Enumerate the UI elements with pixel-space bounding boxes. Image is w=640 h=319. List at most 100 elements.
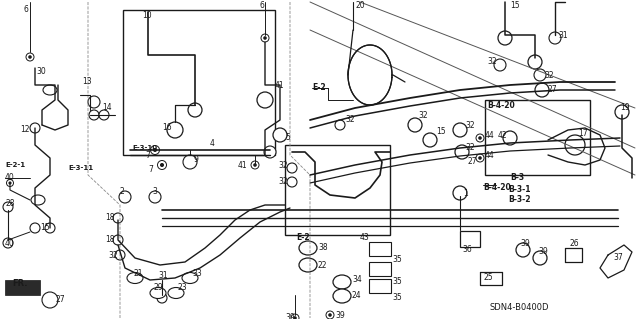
Bar [285, 145, 390, 235]
Circle shape [565, 135, 585, 155]
Text: 24: 24 [352, 291, 362, 300]
Circle shape [3, 238, 13, 248]
Text: 18: 18 [105, 235, 115, 244]
Text: 44: 44 [485, 130, 495, 139]
Text: 7: 7 [145, 151, 150, 160]
Text: E-2: E-2 [296, 233, 310, 241]
Text: 28: 28 [5, 198, 15, 207]
Text: 32: 32 [345, 115, 355, 124]
Polygon shape [5, 280, 40, 295]
Ellipse shape [150, 287, 166, 299]
Text: 6: 6 [260, 1, 265, 10]
Text: 29: 29 [153, 284, 163, 293]
Text: B-4-20: B-4-20 [487, 100, 515, 109]
Text: 20: 20 [356, 1, 365, 10]
Text: 2: 2 [120, 188, 125, 197]
Bar [369, 279, 391, 293]
Text: 1: 1 [463, 189, 468, 197]
Circle shape [160, 163, 164, 167]
Text: 35: 35 [392, 277, 402, 286]
Circle shape [150, 145, 159, 154]
Text: 32: 32 [465, 121, 475, 130]
Text: 32: 32 [544, 70, 554, 79]
Text: 27: 27 [468, 158, 477, 167]
Text: 7: 7 [148, 166, 153, 174]
Text: 39: 39 [520, 240, 530, 249]
Circle shape [157, 160, 166, 169]
Text: 32: 32 [278, 177, 287, 187]
Circle shape [42, 292, 58, 308]
Text: 32: 32 [465, 144, 475, 152]
Circle shape [328, 313, 332, 317]
Circle shape [153, 148, 157, 152]
Circle shape [263, 36, 267, 40]
Text: 14: 14 [102, 103, 111, 113]
Text: 39: 39 [335, 310, 345, 319]
Text: 42: 42 [498, 130, 508, 139]
Circle shape [549, 32, 561, 44]
Text: 15: 15 [436, 128, 445, 137]
Circle shape [423, 133, 437, 147]
Circle shape [26, 53, 34, 61]
Text: 17: 17 [578, 129, 588, 137]
Bar [369, 262, 391, 276]
Text: 41: 41 [238, 160, 248, 169]
Text: 26: 26 [570, 240, 580, 249]
Text: 39: 39 [538, 248, 548, 256]
Bar [485, 100, 590, 175]
Circle shape [476, 154, 484, 162]
Text: 15: 15 [510, 1, 520, 10]
Text: 13: 13 [82, 78, 92, 86]
Circle shape [261, 34, 269, 42]
Ellipse shape [168, 287, 184, 299]
Text: 22: 22 [318, 261, 328, 270]
Circle shape [533, 251, 547, 265]
Circle shape [534, 69, 546, 81]
Circle shape [119, 191, 131, 203]
Circle shape [113, 235, 123, 245]
Text: B-3-1: B-3-1 [508, 186, 531, 195]
Circle shape [478, 136, 482, 140]
Circle shape [494, 59, 506, 71]
Ellipse shape [43, 85, 57, 95]
Text: 33: 33 [192, 269, 202, 278]
Text: 35: 35 [392, 256, 402, 264]
Text: 32: 32 [418, 110, 428, 120]
Text: 16: 16 [162, 122, 172, 131]
Circle shape [30, 123, 40, 133]
Text: 27: 27 [548, 85, 557, 94]
Circle shape [115, 250, 125, 260]
Text: 12: 12 [20, 125, 29, 135]
Circle shape [45, 223, 55, 233]
Circle shape [253, 163, 257, 167]
Text: 44: 44 [485, 151, 495, 160]
Circle shape [615, 105, 629, 119]
Text: 31: 31 [558, 31, 568, 40]
Circle shape [6, 180, 13, 187]
Bar [460, 231, 480, 247]
Text: FR.: FR. [12, 278, 28, 287]
Ellipse shape [333, 275, 351, 289]
Circle shape [516, 243, 530, 257]
Circle shape [326, 311, 334, 319]
Text: 5: 5 [285, 133, 290, 143]
Text: 18: 18 [105, 213, 115, 222]
Circle shape [478, 156, 482, 160]
Circle shape [30, 223, 40, 233]
Ellipse shape [333, 289, 351, 303]
Bar [369, 242, 391, 256]
Text: B-3-2: B-3-2 [508, 196, 531, 204]
Circle shape [257, 92, 273, 108]
Text: 6: 6 [24, 5, 29, 14]
Text: 19: 19 [620, 103, 630, 113]
Text: 43: 43 [360, 234, 370, 242]
Text: 31: 31 [158, 271, 168, 279]
Circle shape [455, 145, 469, 159]
Circle shape [149, 191, 161, 203]
Ellipse shape [31, 195, 45, 205]
Bar [123, 10, 275, 155]
Circle shape [287, 163, 297, 173]
Text: 36: 36 [462, 246, 472, 255]
Circle shape [476, 134, 484, 142]
Text: 25: 25 [484, 273, 493, 283]
